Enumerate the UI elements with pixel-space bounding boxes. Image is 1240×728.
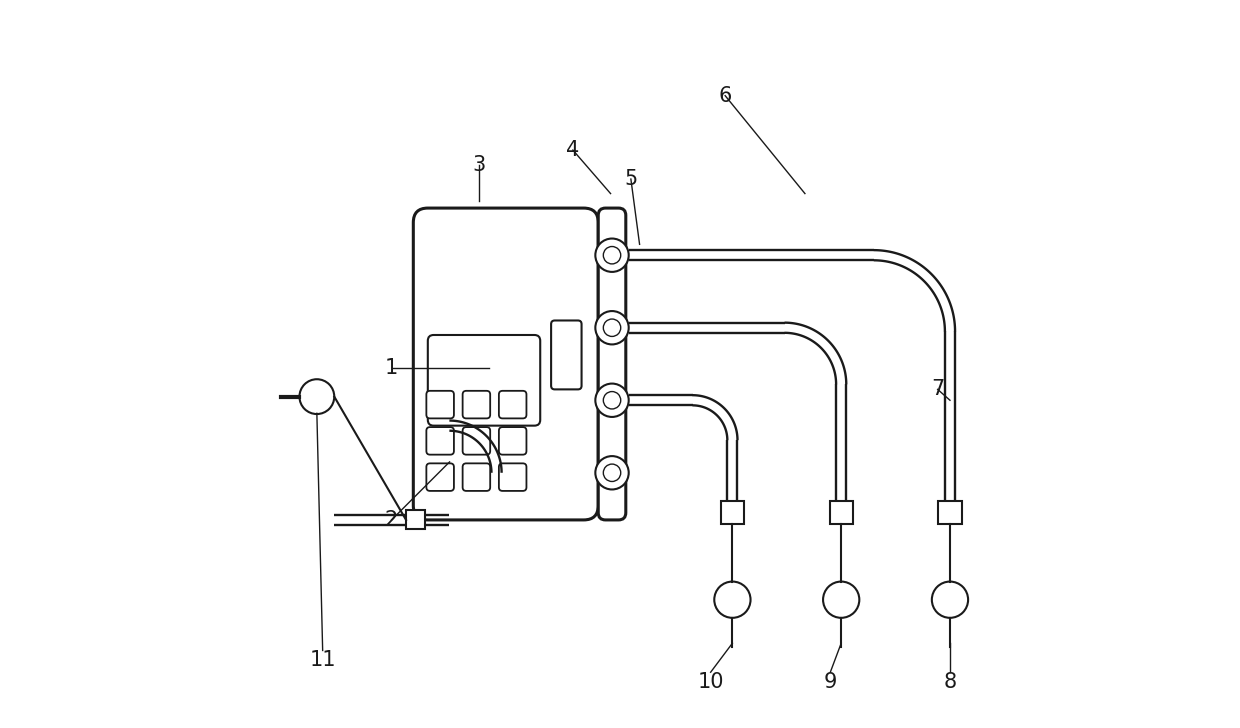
FancyBboxPatch shape (498, 427, 527, 455)
FancyBboxPatch shape (413, 208, 598, 520)
FancyBboxPatch shape (498, 463, 527, 491)
FancyBboxPatch shape (463, 391, 490, 419)
Text: 9: 9 (823, 672, 837, 692)
Circle shape (604, 464, 621, 481)
Circle shape (595, 456, 629, 489)
FancyBboxPatch shape (427, 391, 454, 419)
Circle shape (823, 582, 859, 618)
Text: 7: 7 (931, 379, 945, 400)
Bar (720, 501, 744, 524)
FancyBboxPatch shape (498, 391, 527, 419)
Circle shape (604, 392, 621, 409)
Circle shape (714, 582, 750, 618)
Text: 5: 5 (624, 169, 637, 189)
FancyBboxPatch shape (427, 463, 454, 491)
Bar (405, 510, 425, 529)
Bar (939, 501, 961, 524)
FancyBboxPatch shape (427, 427, 454, 455)
FancyBboxPatch shape (428, 335, 541, 426)
FancyBboxPatch shape (463, 463, 490, 491)
Circle shape (595, 311, 629, 344)
Circle shape (595, 384, 629, 417)
Circle shape (299, 379, 335, 414)
Circle shape (595, 239, 629, 272)
Text: 11: 11 (310, 650, 336, 670)
FancyBboxPatch shape (598, 208, 626, 520)
FancyBboxPatch shape (551, 320, 582, 389)
Bar (830, 501, 853, 524)
Text: 1: 1 (384, 357, 398, 378)
FancyBboxPatch shape (463, 427, 490, 455)
Text: 2: 2 (384, 510, 398, 530)
Text: 4: 4 (567, 140, 579, 160)
Text: 3: 3 (472, 154, 485, 175)
Text: 6: 6 (718, 86, 732, 106)
Circle shape (931, 582, 968, 618)
Circle shape (604, 319, 621, 336)
Text: 10: 10 (697, 672, 724, 692)
Text: 8: 8 (944, 672, 956, 692)
Circle shape (604, 247, 621, 264)
